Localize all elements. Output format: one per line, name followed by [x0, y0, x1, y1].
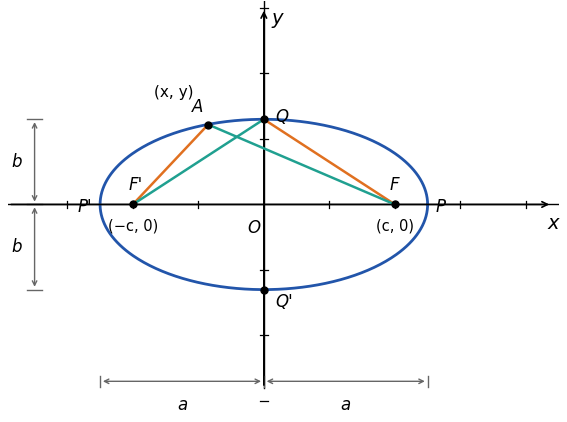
- Text: Q: Q: [276, 108, 289, 126]
- Text: P': P': [78, 198, 92, 216]
- Text: Q': Q': [276, 293, 293, 311]
- Text: a: a: [341, 396, 351, 414]
- Text: b: b: [11, 153, 22, 171]
- Text: P: P: [435, 198, 446, 216]
- Text: F': F': [129, 176, 143, 194]
- Text: x: x: [548, 214, 559, 233]
- Text: (−c, 0): (−c, 0): [108, 219, 158, 234]
- Text: A: A: [192, 98, 203, 116]
- Text: b: b: [11, 238, 22, 256]
- Text: y: y: [272, 9, 283, 28]
- Text: (c, 0): (c, 0): [376, 219, 414, 234]
- Text: F: F: [390, 176, 400, 194]
- Text: (x, y): (x, y): [154, 85, 194, 100]
- Text: a: a: [177, 396, 187, 414]
- Text: O: O: [247, 219, 261, 237]
